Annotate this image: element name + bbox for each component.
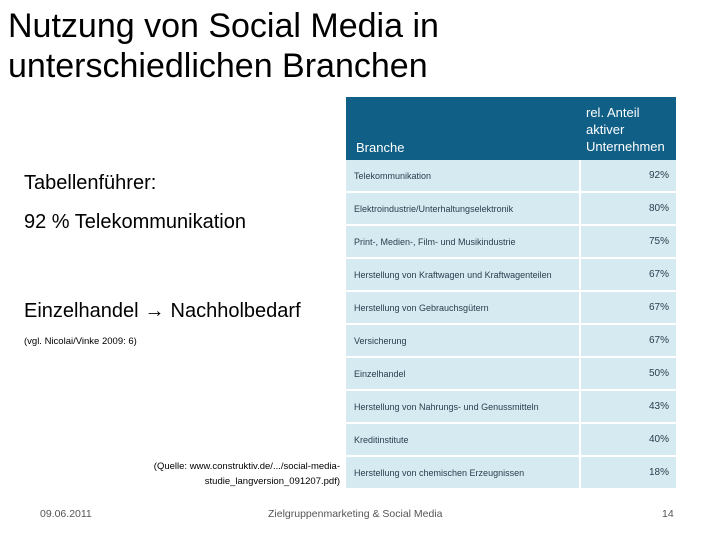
table-row: Versicherung 67% bbox=[346, 324, 676, 358]
table-row: Telekommunikation 92% bbox=[346, 160, 676, 193]
footer-date: 09.06.2011 bbox=[40, 508, 92, 520]
arrow-right-icon: → bbox=[144, 300, 165, 322]
table-row: Herstellung von Kraftwagen und Kraftwage… bbox=[346, 258, 676, 292]
row-branche: Herstellung von Nahrungs- und Genussmitt… bbox=[346, 390, 581, 424]
row-value: 75% bbox=[580, 225, 676, 259]
row-branche: Herstellung von Gebrauchsgütern bbox=[346, 291, 581, 325]
retail-label: Einzelhandel bbox=[24, 300, 139, 322]
footer-title: Zielgruppenmarketing & Social Media bbox=[268, 508, 443, 520]
row-value: 80% bbox=[580, 192, 676, 226]
table-row: Print-, Medien-, Film- und Musikindustri… bbox=[346, 225, 676, 259]
row-branche: Print-, Medien-, Film- und Musikindustri… bbox=[346, 225, 581, 259]
telecom-highlight: 92 % Telekommunikation bbox=[24, 211, 246, 233]
retail-need-label: Nachholbedarf bbox=[170, 300, 301, 322]
table-row: Kreditinstitute 40% bbox=[346, 423, 676, 457]
table-row: Herstellung von chemischen Erzeugnissen … bbox=[346, 456, 676, 490]
page-number: 14 bbox=[662, 508, 674, 520]
table-row: Elektroindustrie/Unterhaltungselektronik… bbox=[346, 192, 676, 226]
row-branche: Herstellung von chemischen Erzeugnissen bbox=[346, 456, 581, 490]
table-row: Herstellung von Nahrungs- und Genussmitt… bbox=[346, 390, 676, 424]
row-value: 40% bbox=[580, 423, 676, 457]
slide-title: Nutzung von Social Media in unterschiedl… bbox=[8, 7, 439, 85]
row-value: 92% bbox=[580, 160, 676, 193]
table-header-row: Branche rel. Anteil aktiver Unternehmen bbox=[346, 97, 676, 160]
row-value: 67% bbox=[580, 258, 676, 292]
row-branche: Versicherung bbox=[346, 324, 581, 358]
row-value: 18% bbox=[580, 456, 676, 490]
source-note: (Quelle: www.construktiv.de/.../social-m… bbox=[153, 461, 340, 487]
row-branche: Herstellung von Kraftwagen und Kraftwage… bbox=[346, 258, 581, 292]
table-row: Herstellung von Gebrauchsgütern 67% bbox=[346, 291, 676, 325]
header-branche: Branche bbox=[346, 97, 580, 160]
lead-text: Tabellenführer: bbox=[24, 172, 157, 194]
industry-table: Branche rel. Anteil aktiver Unternehmen … bbox=[346, 97, 676, 490]
row-value: 67% bbox=[580, 324, 676, 358]
row-branche: Einzelhandel bbox=[346, 357, 581, 391]
row-value: 50% bbox=[580, 357, 676, 391]
row-branche: Kreditinstitute bbox=[346, 423, 581, 457]
row-value: 43% bbox=[580, 390, 676, 424]
header-anteil: rel. Anteil aktiver Unternehmen bbox=[580, 97, 676, 160]
row-branche: Elektroindustrie/Unterhaltungselektronik bbox=[346, 192, 581, 226]
citation: (vgl. Nicolai/Vinke 2009: 6) bbox=[24, 336, 137, 347]
row-value: 67% bbox=[580, 291, 676, 325]
table-row: Einzelhandel 50% bbox=[346, 357, 676, 391]
row-branche: Telekommunikation bbox=[346, 160, 581, 193]
retail-highlight: Einzelhandel → Nachholbedarf bbox=[24, 300, 301, 323]
